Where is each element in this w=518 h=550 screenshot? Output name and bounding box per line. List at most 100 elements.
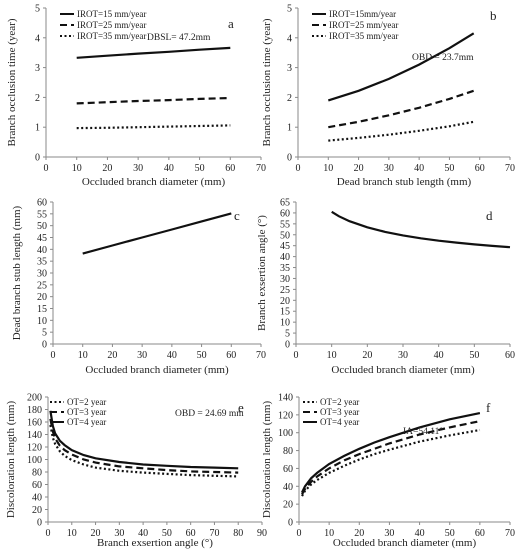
series-line-3	[49, 410, 239, 470]
y-axis-label: Dead branch stub length (mm)	[11, 205, 23, 340]
x-tick-label: 20	[102, 163, 112, 174]
panel-label: c	[234, 208, 240, 223]
x-tick-label: 40	[414, 163, 424, 174]
panel-label: f	[486, 400, 491, 415]
x-tick-label: 50	[162, 528, 172, 539]
y-tick-label: 25	[37, 280, 47, 291]
series-line-1	[76, 46, 231, 59]
y-tick-label: 120	[27, 443, 42, 454]
x-tick-label: 70	[209, 528, 219, 539]
y-tick-label: 40	[37, 245, 47, 256]
x-axis-label: Branch exsertion angle (°)	[97, 537, 213, 549]
y-tick-label: 5	[42, 328, 47, 339]
x-tick-label: 50	[195, 163, 205, 174]
x-tick-label: 40	[138, 528, 148, 539]
y-tick-label: 45	[280, 241, 290, 252]
x-tick-label: 20	[362, 350, 372, 361]
legend-label: OT=3 year	[320, 407, 359, 417]
y-tick-label: 15	[280, 307, 290, 318]
x-tick-label: 30	[137, 350, 147, 361]
x-tick-label: 10	[324, 528, 334, 539]
x-tick-label: 30	[114, 528, 124, 539]
x-tick-label: 30	[384, 528, 394, 539]
y-tick-label: 100	[278, 428, 293, 439]
y-tick-label: 60	[37, 198, 47, 209]
legend-label: OT=2 year	[320, 397, 359, 407]
y-tick-label: 2	[287, 93, 292, 104]
y-tick-label: 0	[37, 518, 42, 529]
y-tick-label: 1	[35, 123, 40, 134]
x-tick-label: 10	[67, 528, 77, 539]
series-line-3	[301, 412, 481, 493]
x-tick-label: 40	[434, 350, 444, 361]
y-tick-label: 5	[285, 329, 290, 340]
y-tick-label: 180	[27, 405, 42, 416]
y-tick-label: 0	[35, 153, 40, 164]
chart-panel-e: 0 10 20 30 40 50 60 70 80 90020406080100120140160…	[5, 393, 267, 550]
x-tick-label: 10	[327, 350, 337, 361]
chart-panel-d: 0 10 20 30 40 50 6005101520253035404550556065O…	[256, 198, 515, 377]
y-tick-label: 80	[32, 468, 42, 479]
y-tick-label: 20	[280, 296, 290, 307]
y-tick-label: 50	[37, 221, 47, 232]
y-tick-label: 1	[287, 123, 292, 134]
y-tick-label: 45	[37, 233, 47, 244]
legend-label: OT=3 year	[67, 407, 106, 417]
x-tick-label: 40	[167, 350, 177, 361]
x-tick-label: 90	[257, 528, 267, 539]
chart-panel-f: 0 10 20 30 40 50 60 70 0 20 40 60 80 100 120 140 Occlude…	[261, 393, 515, 550]
x-tick-label: 0	[51, 350, 56, 361]
series-line-2	[76, 96, 231, 105]
x-tick-label: 20	[91, 528, 101, 539]
x-tick-label: 60	[505, 350, 515, 361]
panel-label: e	[238, 400, 244, 415]
y-tick-label: 55	[280, 219, 290, 230]
x-tick-label: 30	[398, 350, 408, 361]
x-tick-label: 0	[44, 163, 49, 174]
x-tick-label: 50	[444, 163, 454, 174]
series-line-1	[49, 424, 239, 478]
chart-panel-c: 0 10 20 30 40 50 60 70051015202530354045505560O…	[11, 198, 266, 377]
y-tick-label: 3	[287, 63, 292, 74]
series-line-2	[328, 89, 475, 129]
x-tick-label: 60	[475, 163, 485, 174]
x-tick-label: 50	[445, 528, 455, 539]
y-tick-label: 60	[280, 208, 290, 219]
y-tick-label: 80	[283, 446, 293, 457]
legend-label: IROT=35 mm/year	[77, 31, 146, 41]
y-tick-label: 25	[280, 285, 290, 296]
series-line-1	[82, 212, 232, 255]
y-tick-label: 60	[32, 480, 42, 491]
chart-panel-b: 0 10 20 30 40 50 60 70 0 1 2 3 4 5 Dead branch stub le…	[261, 4, 515, 189]
y-tick-label: 40	[283, 482, 293, 493]
x-tick-label: 60	[475, 528, 485, 539]
x-tick-label: 70	[256, 350, 266, 361]
x-axis-label: Occluded branch diameter (mm)	[85, 364, 229, 376]
y-tick-label: 40	[32, 493, 42, 504]
y-tick-label: 0	[287, 153, 292, 164]
legend-label: IROT=35 mm/year	[329, 31, 398, 41]
y-tick-label: 40	[280, 252, 290, 263]
y-tick-label: 4	[287, 33, 292, 44]
series-line-3	[328, 120, 474, 142]
y-axis-label: Branch occlusion time (year)	[6, 18, 18, 146]
y-axis-label: Branch occlusion time (year)	[261, 18, 273, 146]
series-line-2	[49, 418, 239, 474]
series-line-2	[301, 420, 481, 495]
y-axis-label: Branch exsertion angle (°)	[256, 215, 268, 331]
annotation: OBD = 24.69 mm	[175, 409, 244, 419]
legend-label: IROT=15mm/year	[329, 9, 396, 19]
x-tick-label: 30	[384, 163, 394, 174]
y-tick-label: 30	[280, 274, 290, 285]
x-tick-label: 20	[354, 528, 364, 539]
x-tick-label: 10	[72, 163, 82, 174]
x-tick-label: 60	[226, 350, 236, 361]
annotation: DBSL= 47.2mm	[147, 33, 211, 43]
y-tick-label: 0	[42, 340, 47, 351]
legend-label: IROT=25 mm/year	[329, 20, 398, 30]
x-tick-label: 20	[107, 350, 117, 361]
legend-label: OT=2 year	[67, 397, 106, 407]
x-tick-label: 60	[186, 528, 196, 539]
series-line-1	[327, 32, 475, 102]
